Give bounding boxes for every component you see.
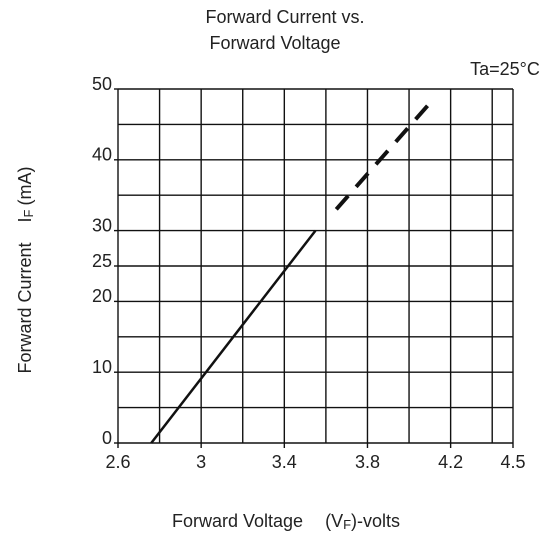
x-label-part: (V (325, 511, 343, 531)
y-tick-label: 50 (92, 74, 112, 94)
x-tick-label: 3.8 (355, 452, 380, 472)
y-label-part: (mA) (15, 166, 35, 205)
chart-title: Forward Current vs. (205, 7, 364, 27)
y-tick-label: 0 (102, 428, 112, 448)
x-tick-label: 3.4 (272, 452, 297, 472)
y-tick-label: 30 (92, 215, 112, 235)
x-tick-label: 3 (196, 452, 206, 472)
data-line (334, 101, 432, 211)
x-label-part: Forward Voltage (172, 511, 303, 531)
y-tick-label: 25 (92, 251, 112, 271)
y-label-part: I (15, 217, 35, 222)
data-line (150, 229, 317, 444)
y-axis-label: Forward Current IF (mA) (15, 166, 37, 373)
x-tick-label: 4.2 (438, 452, 463, 472)
y-label-part: Forward Current (15, 242, 35, 373)
annotation: Ta=25°C (470, 59, 540, 79)
x-tick-label: 2.6 (105, 452, 130, 472)
chart-title: Forward Voltage (209, 33, 340, 53)
x-axis-label: Forward Voltage (VF)-volts (172, 511, 400, 533)
x-label-part: F (343, 517, 351, 532)
x-label-part: )-volts (351, 511, 400, 531)
x-tick-label: 4.5 (500, 452, 525, 472)
y-label-part: F (21, 209, 36, 217)
y-tick-label: 20 (92, 286, 112, 306)
y-tick-label: 40 (92, 145, 112, 165)
y-tick-label: 10 (92, 357, 112, 377)
